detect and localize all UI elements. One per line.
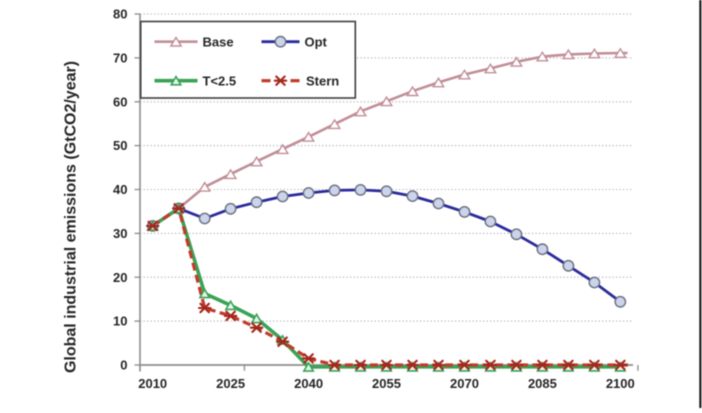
svg-text:70: 70 (113, 51, 127, 66)
svg-text:2055: 2055 (372, 376, 401, 391)
svg-text:Stern: Stern (306, 73, 339, 88)
svg-text:2100: 2100 (606, 376, 635, 391)
svg-text:T<2.5: T<2.5 (203, 73, 237, 88)
svg-text:2010: 2010 (138, 376, 167, 391)
svg-text:0: 0 (120, 358, 127, 373)
svg-text:10: 10 (113, 314, 127, 329)
svg-text:Base: Base (203, 34, 234, 49)
svg-text:2070: 2070 (450, 376, 479, 391)
svg-text:80: 80 (113, 7, 127, 22)
svg-text:2040: 2040 (294, 376, 323, 391)
svg-text:20: 20 (113, 270, 127, 285)
svg-text:50: 50 (113, 138, 127, 153)
svg-text:40: 40 (113, 182, 127, 197)
svg-text:Opt: Opt (305, 34, 328, 49)
svg-text:30: 30 (113, 226, 127, 241)
svg-text:Global industrial emissions (G: Global industrial emissions (GtCO2/year) (63, 61, 80, 373)
svg-text:2025: 2025 (216, 376, 245, 391)
svg-text:2085: 2085 (528, 376, 557, 391)
svg-text:60: 60 (113, 94, 127, 109)
